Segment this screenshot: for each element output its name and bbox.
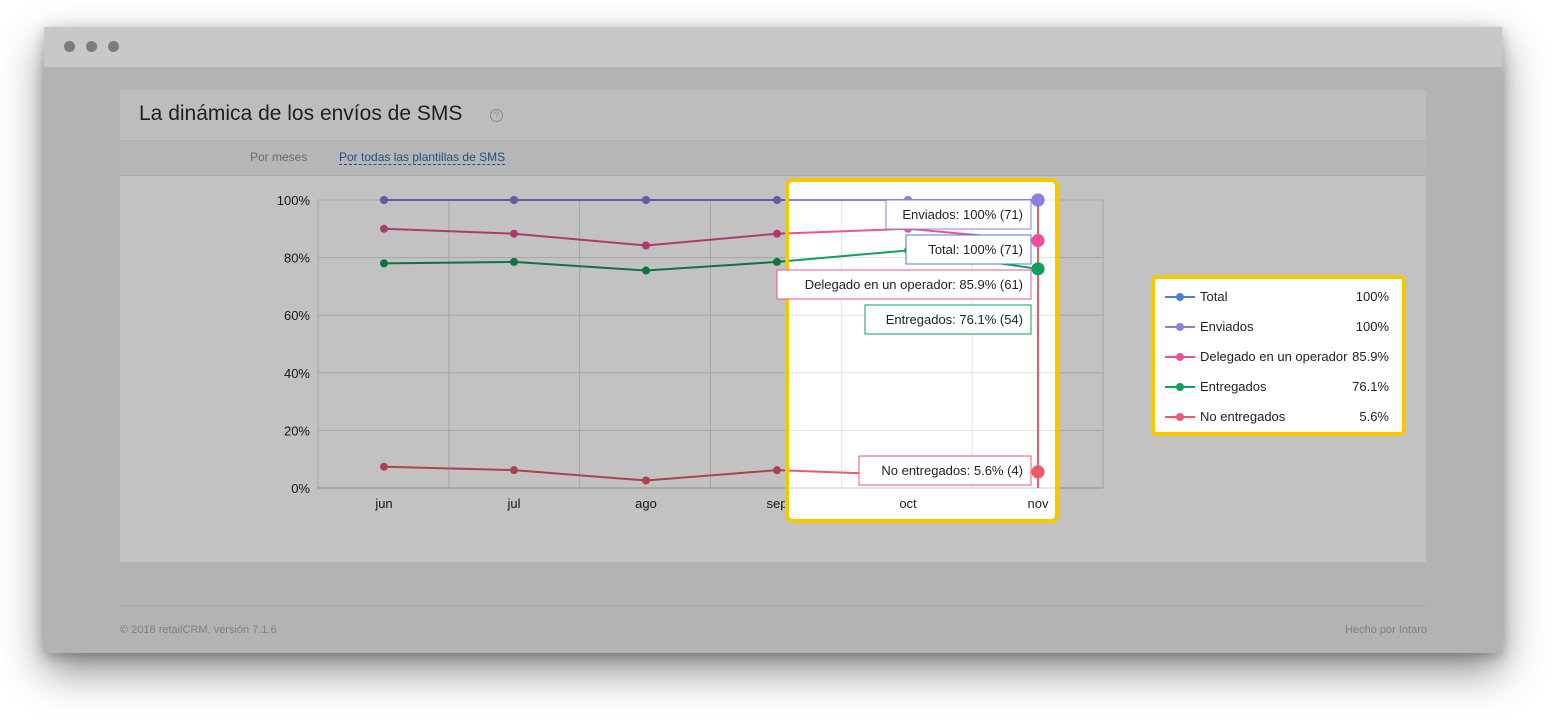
tab-by-templates[interactable]: Por todas las plantillas de SMS: [339, 150, 506, 165]
tooltip-text: Total: 100% (71): [928, 242, 1023, 257]
hover-point: [1031, 262, 1045, 276]
data-point: [510, 196, 518, 204]
chart-legend: Total 100% Enviados 100% Delegado en un …: [1151, 275, 1406, 436]
footer-divider: [120, 605, 1426, 606]
help-icon[interactable]: ?: [490, 109, 503, 122]
data-point: [642, 266, 650, 275]
legend-value: 76.1%: [1352, 379, 1389, 394]
footer-copyright: © 2018 retailCRM, versión 7.1.6: [120, 624, 277, 636]
tooltip-text: Delegado en un operador: 85.9% (61): [805, 277, 1023, 292]
tooltip-highlight-frame: [785, 178, 1059, 523]
window-titlebar: [44, 27, 1502, 67]
y-tick-label: 20%: [284, 423, 310, 438]
tooltip-item: No entregados: 5.6% (4): [858, 455, 1032, 486]
data-point: [773, 229, 781, 238]
tooltip-text: Enviados: 100% (71): [902, 207, 1023, 222]
window-close-dot[interactable]: [64, 41, 75, 52]
panel-header: La dinámica de los envíos de SMS ?: [120, 90, 1426, 141]
window-minimize-dot[interactable]: [86, 41, 97, 52]
data-point: [380, 224, 388, 233]
legend-value: 100%: [1355, 289, 1389, 304]
tooltip-box: [776, 269, 1032, 300]
footer-credits[interactable]: Hecho por Intaro: [1345, 624, 1427, 636]
data-point: [510, 466, 518, 475]
tooltip-text: Entregados: 76.1% (54): [886, 312, 1023, 327]
tooltip-box: [885, 199, 1032, 230]
data-point: [642, 476, 650, 485]
legend-label: Total: [1200, 289, 1228, 304]
data-point: [773, 257, 781, 266]
x-tick-label: sep: [767, 496, 788, 511]
data-point: [510, 229, 518, 238]
data-point: [773, 196, 781, 204]
tooltip-text: No entregados: 5.6% (4): [881, 463, 1023, 478]
tab-by-months[interactable]: Por meses: [250, 150, 308, 164]
legend-item-total[interactable]: Total 100%: [1163, 287, 1393, 307]
data-point: [642, 196, 650, 204]
chart-tooltip: Enviados: 100% (71) Total: 100% (71) Deleg…: [776, 193, 1045, 488]
data-point: [380, 259, 388, 268]
data-point: [380, 196, 388, 204]
legend-swatch-total: [1165, 293, 1195, 301]
period-tabs: Por meses Por todas las plantillas de SM…: [120, 141, 1426, 176]
legend-swatch-entregados: [1165, 383, 1195, 391]
sms-dynamics-panel: La dinámica de los envíos de SMS ? Por m…: [120, 90, 1426, 562]
legend-value: 85.9%: [1352, 349, 1389, 364]
legend-label: Enviados: [1200, 319, 1254, 334]
legend-item-delegado[interactable]: Delegado en un operador 85.9%: [1163, 347, 1393, 367]
legend-label: No entregados: [1200, 409, 1286, 424]
legend-swatch-enviados: [1165, 323, 1195, 331]
x-tick-label: nov: [1028, 496, 1049, 511]
page-title: La dinámica de los envíos de SMS: [139, 102, 463, 125]
tooltip-item: Enviados: 100% (71): [885, 199, 1032, 230]
hover-point: [1031, 234, 1045, 248]
series-line-delegado-en-un-operador: [787, 227, 1039, 247]
legend-value: 100%: [1355, 319, 1389, 334]
legend-item-no-entregados[interactable]: No entregados 5.6%: [1163, 407, 1393, 427]
y-tick-label: 40%: [284, 366, 310, 381]
x-tick-label: oct: [899, 496, 917, 511]
hover-point: [1031, 465, 1045, 479]
x-tick-label: ago: [635, 496, 657, 511]
tooltip-box: [858, 455, 1032, 486]
x-tick-label: jul: [506, 496, 520, 511]
hover-point: [1031, 193, 1045, 207]
data-point: [642, 241, 650, 250]
data-point: [380, 462, 388, 471]
tooltip-item: Total: 100% (71): [905, 234, 1032, 265]
legend-swatch-delegado: [1165, 353, 1195, 361]
legend-item-enviados[interactable]: Enviados 100%: [1163, 317, 1393, 337]
x-tick-label: jun: [374, 496, 392, 511]
window-maximize-dot[interactable]: [108, 41, 119, 52]
legend-value: 5.6%: [1359, 409, 1389, 424]
legend-label: Entregados: [1200, 379, 1267, 394]
y-tick-label: 0%: [291, 481, 310, 496]
legend-item-entregados[interactable]: Entregados 76.1%: [1163, 377, 1393, 397]
y-tick-label: 80%: [284, 251, 310, 266]
tooltip-box: [905, 234, 1032, 265]
data-point: [773, 466, 781, 475]
tooltip-item: Delegado en un operador: 85.9% (61): [776, 269, 1032, 300]
y-tick-label: 60%: [284, 308, 310, 323]
tooltip-item: Entregados: 76.1% (54): [864, 304, 1032, 335]
tooltip-box: [864, 304, 1032, 335]
legend-label: Delegado en un operador: [1200, 349, 1348, 364]
y-tick-label: 100%: [277, 193, 311, 208]
legend-swatch-no-entregados: [1165, 413, 1195, 421]
data-point: [510, 257, 518, 266]
